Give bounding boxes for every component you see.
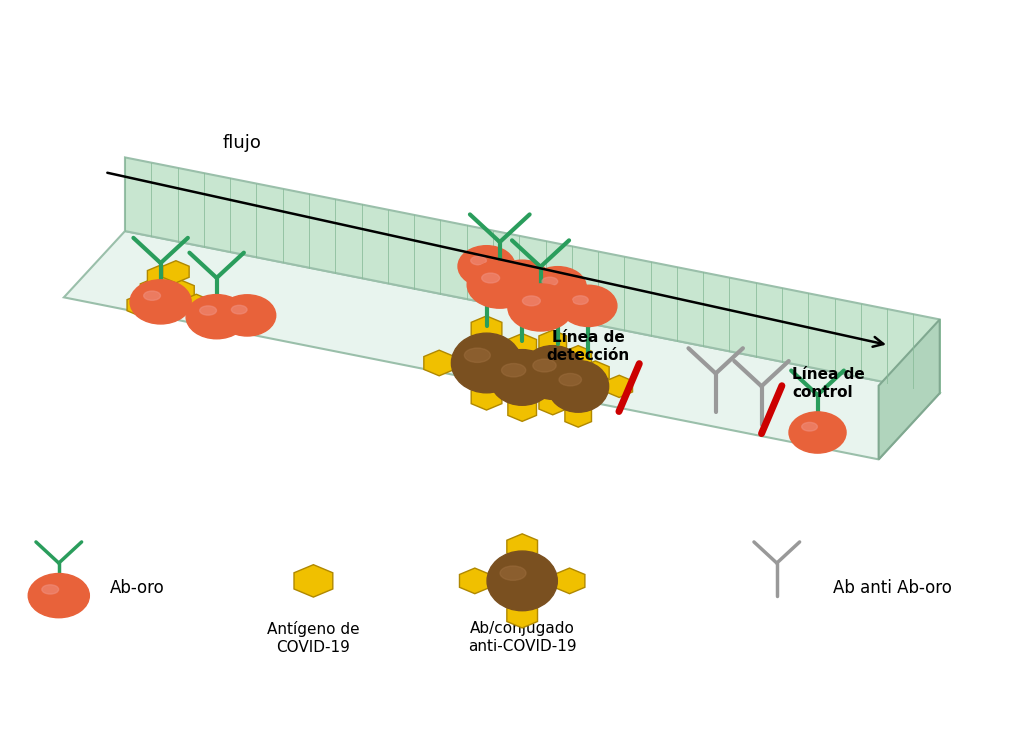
Ellipse shape [452,333,521,393]
Polygon shape [125,157,940,393]
Ellipse shape [465,348,490,362]
Polygon shape [156,294,182,316]
Polygon shape [507,603,538,628]
Polygon shape [168,280,195,302]
Ellipse shape [481,273,500,283]
Polygon shape [879,320,940,459]
Polygon shape [471,316,502,341]
Circle shape [508,284,573,331]
Text: flujo: flujo [222,134,261,151]
Ellipse shape [802,422,817,431]
Polygon shape [524,375,551,398]
Circle shape [186,295,247,339]
Polygon shape [183,295,210,316]
Polygon shape [140,278,167,301]
Text: Línea de
detección: Línea de detección [547,330,630,363]
Ellipse shape [471,256,486,265]
Ellipse shape [521,346,585,399]
Polygon shape [507,533,538,559]
Ellipse shape [542,278,558,286]
Ellipse shape [502,364,525,377]
Circle shape [790,412,846,453]
Polygon shape [565,346,592,368]
Polygon shape [163,260,189,283]
Circle shape [219,295,275,336]
Circle shape [560,285,616,326]
Ellipse shape [200,306,216,315]
Polygon shape [606,375,633,398]
Polygon shape [518,350,549,375]
Polygon shape [554,568,585,594]
Polygon shape [294,565,333,597]
Polygon shape [582,361,609,384]
Polygon shape [127,294,154,316]
Text: Ab-oro: Ab-oro [110,580,165,597]
Polygon shape [508,333,537,358]
Ellipse shape [231,305,247,314]
Polygon shape [552,366,581,390]
Ellipse shape [559,373,582,386]
Ellipse shape [532,359,556,372]
Polygon shape [460,568,490,594]
Text: Ab anti Ab-oro: Ab anti Ab-oro [833,580,951,597]
Circle shape [467,261,532,308]
Polygon shape [556,385,581,406]
Polygon shape [471,384,502,410]
Polygon shape [508,398,537,421]
Polygon shape [539,330,566,353]
Ellipse shape [489,349,555,405]
Circle shape [494,260,551,301]
Ellipse shape [548,361,608,413]
Polygon shape [63,231,940,459]
Polygon shape [492,371,516,392]
Ellipse shape [506,271,522,279]
Text: Línea de
control: Línea de control [793,367,865,400]
Polygon shape [539,392,566,415]
Ellipse shape [143,291,161,301]
Ellipse shape [500,566,526,580]
Polygon shape [464,366,493,390]
Ellipse shape [522,296,541,306]
Polygon shape [147,265,174,287]
Ellipse shape [572,296,588,304]
Polygon shape [565,405,592,427]
Circle shape [529,266,587,308]
Circle shape [29,574,89,617]
Ellipse shape [42,585,58,594]
Polygon shape [424,350,455,375]
Polygon shape [520,376,545,397]
Circle shape [458,246,515,287]
Circle shape [130,280,191,324]
Ellipse shape [487,551,557,611]
Text: Ab/conjugado
anti-COVID-19: Ab/conjugado anti-COVID-19 [468,621,577,654]
Polygon shape [497,361,524,384]
Text: Antígeno de
COVID-19: Antígeno de COVID-19 [267,621,359,654]
